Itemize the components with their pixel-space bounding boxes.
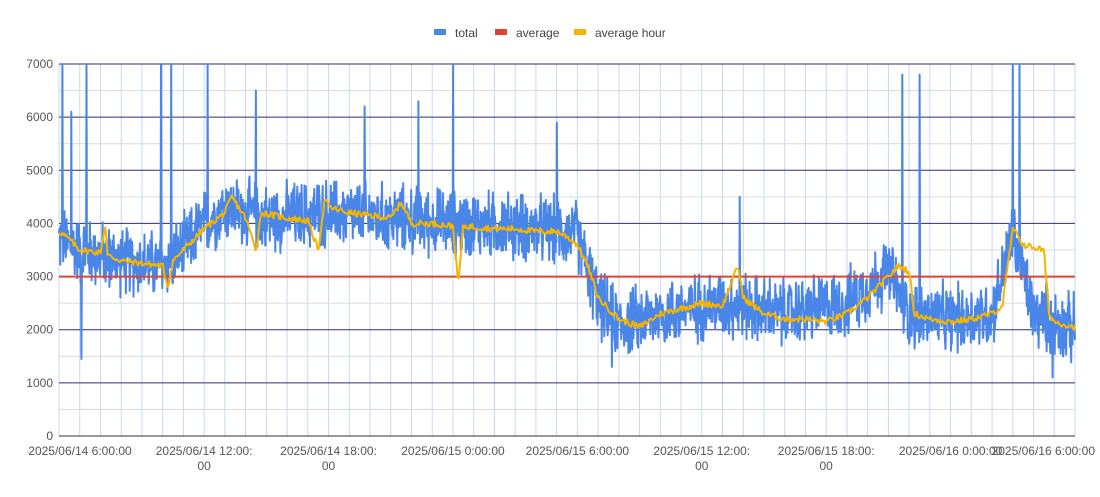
x-tick-label: 2025/06/14 12:00: [156, 444, 253, 458]
x-tick-label: 2025/06/15 0:00:00 [401, 444, 505, 458]
legend-label-average-hour: average hour [595, 26, 666, 40]
y-tick-label: 4000 [26, 216, 53, 230]
x-axis-ticks: 2025/06/14 6:00:00 2025/06/14 12:00:00202… [28, 444, 1095, 473]
y-tick-label: 7000 [26, 57, 53, 71]
x-tick-label: 2025/06/16 0:00:00 [899, 444, 1003, 458]
y-tick-label: 3000 [26, 270, 53, 284]
x-tick-label: 00 [820, 459, 834, 473]
y-tick-label: 2000 [26, 323, 53, 337]
x-tick-label: 2025/06/14 6:00:00 [28, 444, 132, 458]
x-tick-label: 00 [695, 459, 709, 473]
series-line-total [58, 63, 1076, 379]
legend-label-total: total [455, 26, 478, 40]
y-tick-label: 5000 [26, 163, 53, 177]
x-tick-label: 2025/06/15 6:00:00 [526, 444, 630, 458]
legend-swatch-average-hour [574, 29, 586, 35]
x-tick-label: 2025/06/16 6:00:00 [992, 444, 1096, 458]
series-line-average-hour [58, 194, 1076, 331]
legend-swatch-total [434, 29, 446, 35]
y-tick-label: 0 [46, 429, 53, 443]
x-tick-label: 00 [197, 459, 211, 473]
y-tick-label: 6000 [26, 110, 53, 124]
legend-swatch-average [495, 29, 507, 35]
y-axis-ticks: 0 1000 2000 3000 4000 5000 6000 7000 [26, 57, 53, 443]
x-tick-label: 2025/06/15 12:00: [653, 444, 750, 458]
chart-series [58, 63, 1076, 379]
x-tick-label: 2025/06/14 18:00: [280, 444, 377, 458]
chart-legend: total average average hour [434, 26, 666, 40]
x-tick-label: 00 [322, 459, 336, 473]
x-tick-label: 2025/06/15 18:00: [778, 444, 875, 458]
y-tick-label: 1000 [26, 376, 53, 390]
legend-label-average: average [516, 26, 560, 40]
